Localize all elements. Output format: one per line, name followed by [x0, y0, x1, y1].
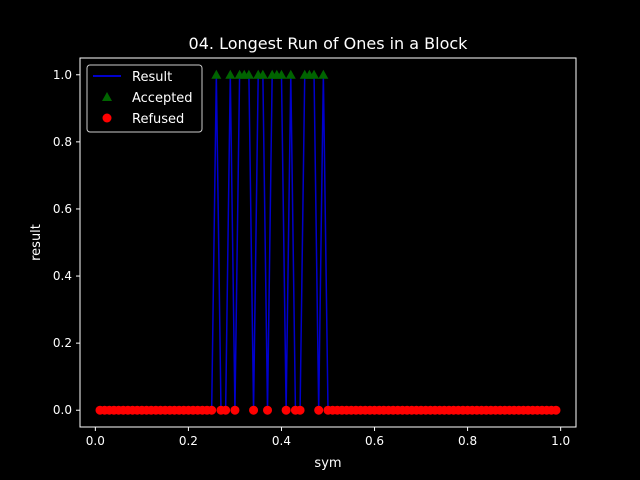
- legend: Result Accepted Refused: [86, 64, 203, 133]
- legend-refused-label: Refused: [132, 112, 184, 127]
- plot-series: [95, 69, 561, 415]
- x-tick-label: 0.8: [458, 434, 477, 448]
- plot-area-frame: [79, 57, 577, 428]
- accepted-point: [276, 69, 287, 79]
- x-tick-label: 0.6: [365, 434, 384, 448]
- refused-point: [295, 405, 305, 415]
- x-axis-ticks: 0.0 0.2 0.4 0.6 0.8 1.0: [86, 427, 570, 448]
- refused-point: [207, 405, 217, 415]
- accepted-point: [318, 69, 329, 79]
- x-axis-label: sym: [314, 456, 341, 471]
- x-tick-label: 0.0: [86, 434, 105, 448]
- y-tick-label: 0.6: [53, 202, 72, 216]
- y-tick-label: 0.0: [53, 403, 72, 417]
- chart-title: 04. Longest Run of Ones in a Block: [189, 34, 469, 53]
- accepted-point: [309, 69, 320, 79]
- x-tick-label: 0.2: [179, 434, 198, 448]
- legend-accepted-label: Accepted: [132, 91, 193, 106]
- legend-refused-circle-icon: [102, 113, 112, 123]
- y-tick-label: 0.4: [53, 269, 72, 283]
- legend-accepted-triangle-icon: [102, 92, 112, 101]
- accepted-point: [257, 69, 268, 79]
- y-tick-label: 0.8: [53, 135, 72, 149]
- refused-point: [249, 405, 259, 415]
- refused-point: [314, 405, 324, 415]
- accepted-point: [243, 69, 254, 79]
- legend-box: [86, 64, 203, 133]
- refused-point: [221, 405, 231, 415]
- y-axis-ticks: 0.0 0.2 0.4 0.6 0.8 1.0: [53, 68, 80, 417]
- y-tick-label: 1.0: [53, 68, 72, 82]
- y-tick-label: 0.2: [53, 336, 72, 350]
- accepted-point: [211, 69, 222, 79]
- x-tick-label: 1.0: [551, 434, 570, 448]
- legend-result-label: Result: [132, 70, 172, 85]
- refused-point: [263, 405, 273, 415]
- accepted-point: [225, 69, 236, 79]
- accepted-point: [285, 69, 296, 79]
- refused-point: [281, 405, 291, 415]
- x-tick-label: 0.4: [272, 434, 291, 448]
- refused-point: [551, 405, 561, 415]
- refused-point: [230, 405, 240, 415]
- y-axis-label: result: [29, 224, 44, 261]
